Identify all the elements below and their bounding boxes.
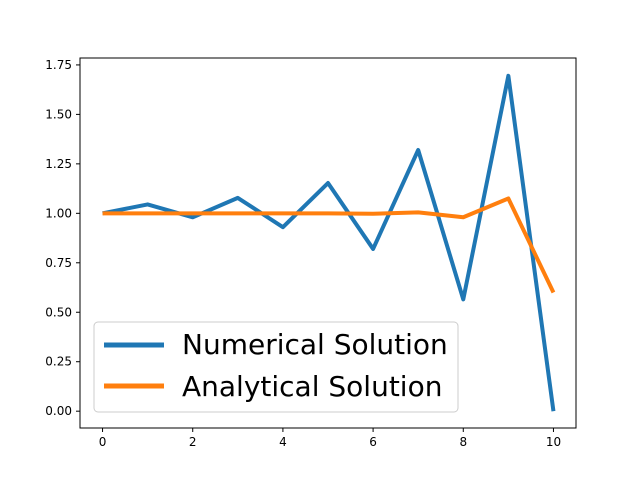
x-tick-label: 4 bbox=[279, 435, 287, 449]
y-tick-label: 1.50 bbox=[45, 107, 72, 121]
x-tick-label: 8 bbox=[459, 435, 467, 449]
series-line-analytical bbox=[102, 196, 556, 294]
y-tick-label: 0.25 bbox=[45, 355, 72, 369]
y-tick-label: 0.00 bbox=[45, 404, 72, 418]
legend-box bbox=[93, 321, 459, 413]
legend-label-numerical: Numerical Solution bbox=[182, 328, 448, 361]
y-tick-label: 0.50 bbox=[45, 305, 72, 319]
x-tick-label: 2 bbox=[189, 435, 197, 449]
x-tick-label: 0 bbox=[99, 435, 107, 449]
x-tick-label: 6 bbox=[369, 435, 377, 449]
legend-label-analytical: Analytical Solution bbox=[182, 370, 442, 403]
legend: Numerical Solution Analytical Solution bbox=[93, 321, 459, 413]
y-tick-label: 0.75 bbox=[45, 256, 72, 270]
y-tick-label: 1.00 bbox=[45, 206, 72, 220]
plot-frame bbox=[79, 57, 577, 429]
plot-layer bbox=[102, 73, 556, 412]
y-tick-label: 1.25 bbox=[45, 157, 72, 171]
axes-layer: 0 2 4 6 8 10 0.00 0.25 0.50 0.75 1.00 1.25 1.50 1.75 bbox=[45, 58, 561, 449]
x-tick-label: 10 bbox=[546, 435, 561, 449]
y-tick-label: 1.75 bbox=[45, 58, 72, 72]
